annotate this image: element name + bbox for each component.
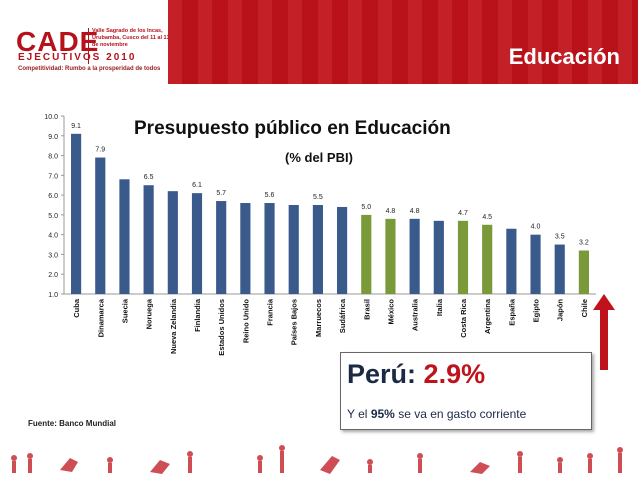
data-label: 7.9 — [95, 147, 105, 154]
x-tick-label: Francia — [266, 298, 275, 326]
bar — [240, 203, 251, 294]
x-tick-label: Noruega — [145, 298, 154, 329]
peru-note-suffix: se va en gasto corriente — [398, 407, 527, 421]
data-label: 6.5 — [144, 174, 154, 181]
header-band-texture — [168, 0, 638, 84]
x-tick-label: Brasil — [362, 299, 371, 320]
event-info: Valle Sagrado de los Incas, Urubamba, Cu… — [92, 28, 170, 48]
data-label: 4.8 — [386, 208, 396, 215]
peru-note: Y el 95% se va en gasto corriente — [347, 407, 526, 421]
data-label: 4.5 — [482, 214, 492, 221]
data-label: 5.0 — [361, 204, 371, 211]
x-tick-label: Reino Unido — [241, 299, 250, 344]
data-label: 5.6 — [265, 192, 275, 199]
bar — [71, 133, 82, 294]
bar — [167, 191, 178, 294]
cade-tagline: Competitividad: Rumbo a la prosperidad d… — [18, 66, 161, 72]
header-red-band — [168, 0, 638, 84]
data-label: 4.8 — [410, 208, 420, 215]
bar — [578, 250, 589, 294]
bar — [216, 201, 227, 294]
bar — [312, 205, 323, 294]
x-tick-label: España — [507, 298, 516, 326]
y-tick-label: 2.0 — [48, 272, 58, 279]
peru-label: Perú: — [347, 359, 417, 389]
logo-divider — [88, 28, 89, 64]
x-tick-label: Suecia — [120, 298, 129, 323]
peru-headline: Perú: 2.9% — [347, 359, 485, 390]
y-tick-label: 8.0 — [48, 154, 58, 161]
peru-value: 2.9% — [423, 359, 486, 389]
footer-figures-decoration — [11, 445, 623, 474]
x-tick-label: Chile — [580, 299, 589, 317]
bar — [506, 228, 517, 294]
bar — [457, 220, 469, 294]
y-tick-label: 7.0 — [48, 173, 58, 180]
data-label: 3.2 — [579, 239, 589, 246]
data-label: 6.1 — [192, 182, 202, 189]
y-tick-label: 9.0 — [48, 134, 58, 141]
chart-subtitle: (% del PBI) — [285, 150, 353, 165]
header: CADE EJECUTIVOS 2010 Valle Sagrado de lo… — [0, 0, 638, 84]
section-title: Educación — [508, 44, 620, 69]
peru-arrow-icon — [593, 294, 615, 370]
y-tick-label: 6.0 — [48, 193, 58, 200]
x-tick-label: Cuba — [72, 298, 81, 318]
x-tick-label: Dinamarca — [96, 298, 105, 337]
bar — [119, 179, 130, 294]
data-label: 4.7 — [458, 210, 468, 217]
data-label: 5.7 — [216, 190, 226, 197]
x-tick-label: Italia — [435, 298, 444, 316]
data-label: 4.0 — [531, 224, 541, 231]
bar — [385, 218, 396, 294]
peru-callout: Perú: 2.9% Y el 95% se va en gasto corri… — [340, 352, 592, 430]
bar — [361, 214, 372, 294]
source-note: Fuente: Banco Mundial — [28, 419, 116, 428]
x-tick-label: México — [386, 299, 395, 325]
y-tick-label: 1.0 — [48, 292, 58, 299]
x-tick-label: Costa Rica — [459, 298, 468, 338]
peru-note-prefix: Y el — [347, 407, 368, 421]
bar — [191, 193, 203, 294]
bar — [554, 244, 565, 294]
y-tick-label: 3.0 — [48, 252, 58, 259]
x-tick-label: Países Bajos — [290, 299, 299, 345]
peru-note-pct: 95% — [370, 407, 395, 421]
x-tick-label: Argentina — [483, 298, 492, 334]
x-tick-label: Nueva Zelandia — [169, 298, 178, 354]
bar — [95, 157, 106, 294]
chart-area: 1.0 2.0 3.0 4.0 5.0 6.0 7.0 8.0 9.0 10.0 9.1 Cuba 7.… — [44, 114, 596, 356]
bar — [337, 206, 348, 294]
x-tick-label: Estados Unidos — [217, 299, 226, 356]
bar — [409, 218, 420, 294]
bar — [264, 203, 275, 294]
cade-logo-subtitle: EJECUTIVOS 2010 — [18, 52, 137, 63]
cade-logo: CADE — [16, 26, 100, 57]
data-label: 9.1 — [71, 123, 81, 130]
bar — [288, 205, 299, 294]
x-tick-label: Marruecos — [314, 299, 323, 337]
bar — [143, 185, 154, 294]
x-tick-label: Egipto — [532, 299, 541, 323]
data-label: 3.5 — [555, 234, 565, 241]
data-label: 5.5 — [313, 194, 323, 201]
bar — [482, 224, 493, 294]
x-tick-label: Sudáfrica — [338, 298, 347, 333]
bar — [433, 220, 444, 294]
y-tick-label: 4.0 — [48, 233, 58, 240]
x-tick-label: Australia — [411, 298, 420, 331]
x-tick-label: Finlandia — [193, 298, 202, 332]
chart-title: Presupuesto público en Educación — [134, 118, 451, 139]
y-tick-label: 10.0 — [44, 114, 58, 121]
bar — [530, 234, 541, 294]
y-tick-label: 5.0 — [48, 213, 58, 220]
x-tick-label: Japón — [556, 299, 565, 322]
